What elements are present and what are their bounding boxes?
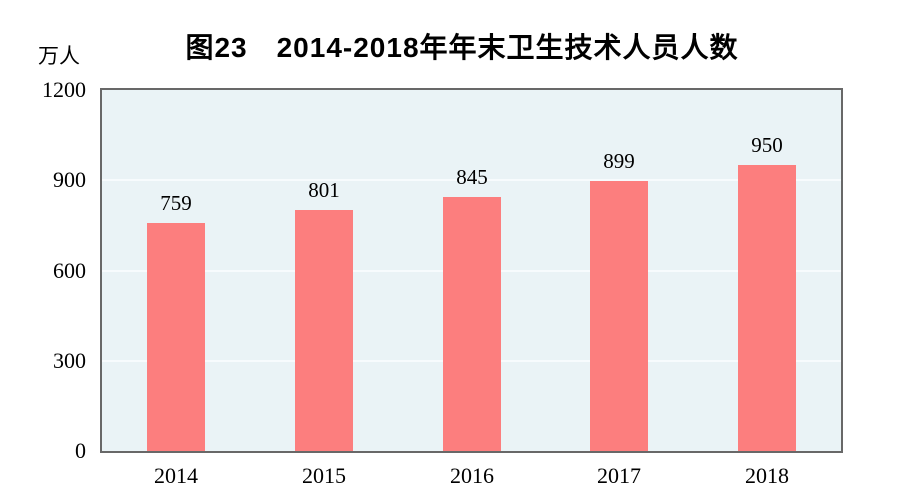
y-tick-label: 900 xyxy=(53,167,86,192)
bar-2014 xyxy=(147,223,205,451)
bar-2015 xyxy=(295,210,353,451)
bar-value-label: 801 xyxy=(308,178,340,202)
x-tick-label-2016: 2016 xyxy=(450,463,494,488)
y-tick-label: 0 xyxy=(75,438,86,463)
x-tick-label-2015: 2015 xyxy=(302,463,346,488)
bar-value-label: 759 xyxy=(160,191,192,215)
plot-area: 759 801 845 899 950 xyxy=(100,88,843,453)
x-tick-label-2014: 2014 xyxy=(154,463,198,488)
x-tick-label-2018: 2018 xyxy=(745,463,789,488)
bar-value-label: 899 xyxy=(603,149,635,173)
y-axis-unit-label: 万人 xyxy=(38,44,80,68)
y-tick-label: 600 xyxy=(53,258,86,283)
bar-value-label: 950 xyxy=(751,133,783,157)
gridline xyxy=(102,179,841,182)
y-tick-label: 300 xyxy=(53,348,86,373)
bar-2016 xyxy=(443,197,501,451)
x-tick-label-2017: 2017 xyxy=(597,463,641,488)
bar-value-label: 845 xyxy=(456,165,488,189)
bar-2018 xyxy=(738,165,796,451)
chart-title: 图23 2014-2018年年末卫生技术人员人数 xyxy=(185,32,739,63)
bar-2017 xyxy=(590,181,648,451)
y-tick-label: 1200 xyxy=(42,77,86,102)
